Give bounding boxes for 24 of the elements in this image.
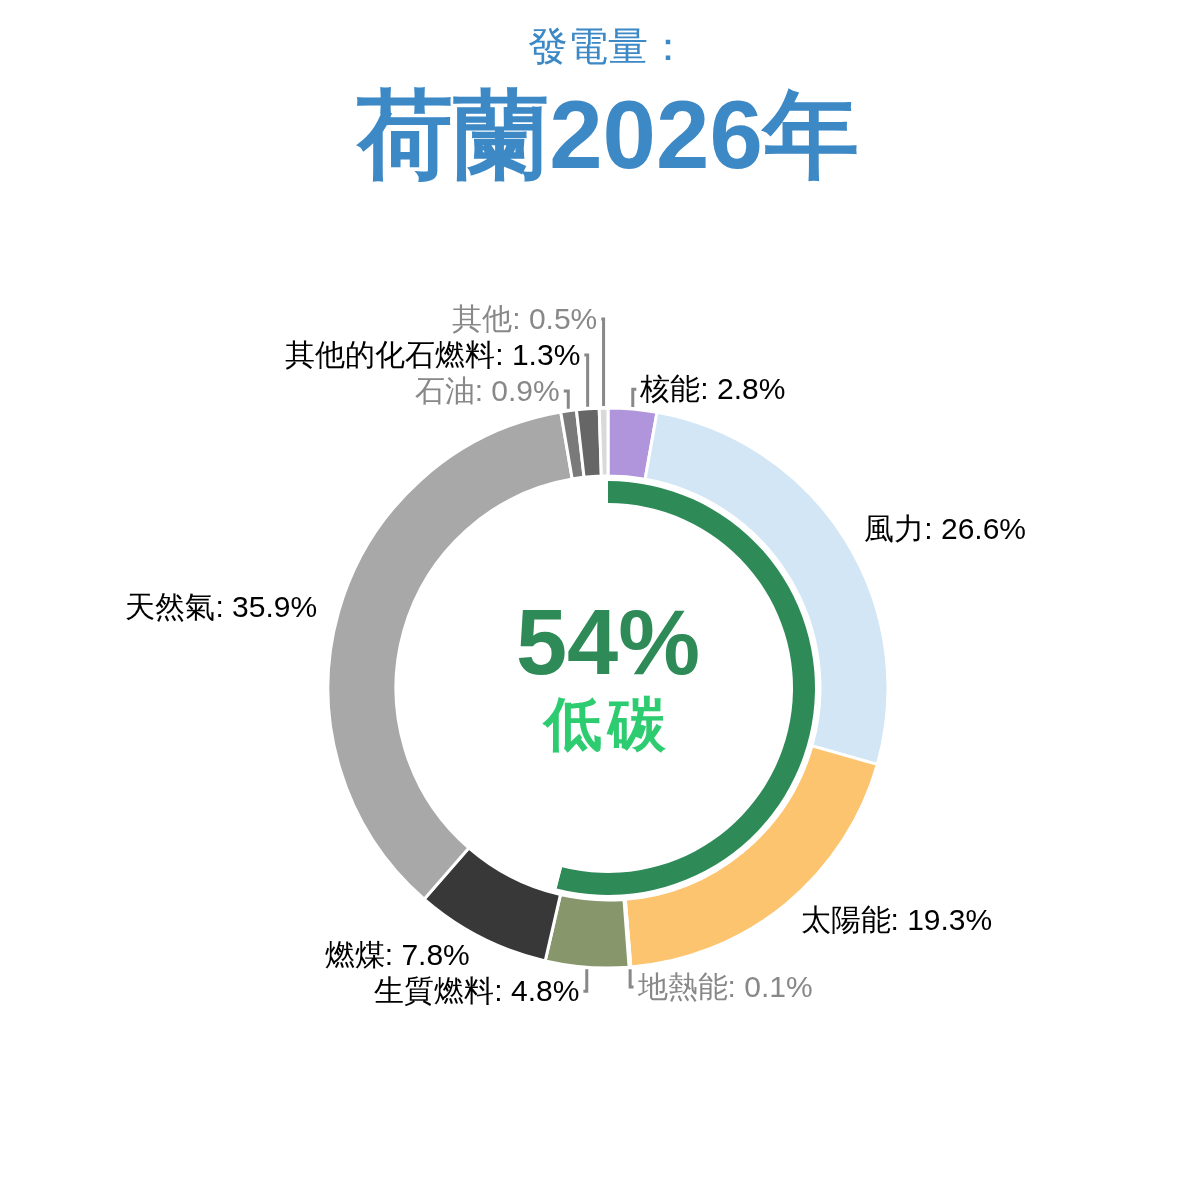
- slice-label: 低碳: [542, 691, 672, 756]
- slice-label: 太陽能: [800, 902, 891, 936]
- slice-label: 其他的化石燃料: [285, 337, 496, 371]
- data-label: : 19.3%: [890, 902, 993, 936]
- slice-label: 天然氣: [125, 590, 216, 624]
- slice-label: 風力: [864, 511, 925, 545]
- data-label: : 1.3%: [495, 337, 581, 371]
- data-label: : 0.9%: [474, 373, 560, 407]
- slice-label: 石油: [414, 373, 475, 407]
- data-label: : 2.8%: [700, 372, 786, 406]
- data-label: : 0.5%: [512, 301, 598, 335]
- data-label: : 4.8%: [494, 974, 580, 1008]
- slice-label: 燃煤: [324, 938, 385, 972]
- data-label: : 7.8%: [384, 938, 470, 972]
- data-label: : 26.6%: [924, 511, 1027, 545]
- slice-label: 核能: [639, 372, 701, 406]
- slice-label: 地熱能: [636, 970, 728, 1004]
- data-label: : 0.1%: [727, 970, 813, 1004]
- data-label: 54%: [515, 591, 701, 693]
- data-label: : 35.9%: [215, 590, 318, 624]
- chart-subtitle: 發電量：: [528, 24, 688, 68]
- slice-label: 生質燃料: [374, 974, 495, 1008]
- slice-label: 其他: [452, 301, 513, 335]
- chart-title: 荷蘭2026年: [356, 81, 859, 188]
